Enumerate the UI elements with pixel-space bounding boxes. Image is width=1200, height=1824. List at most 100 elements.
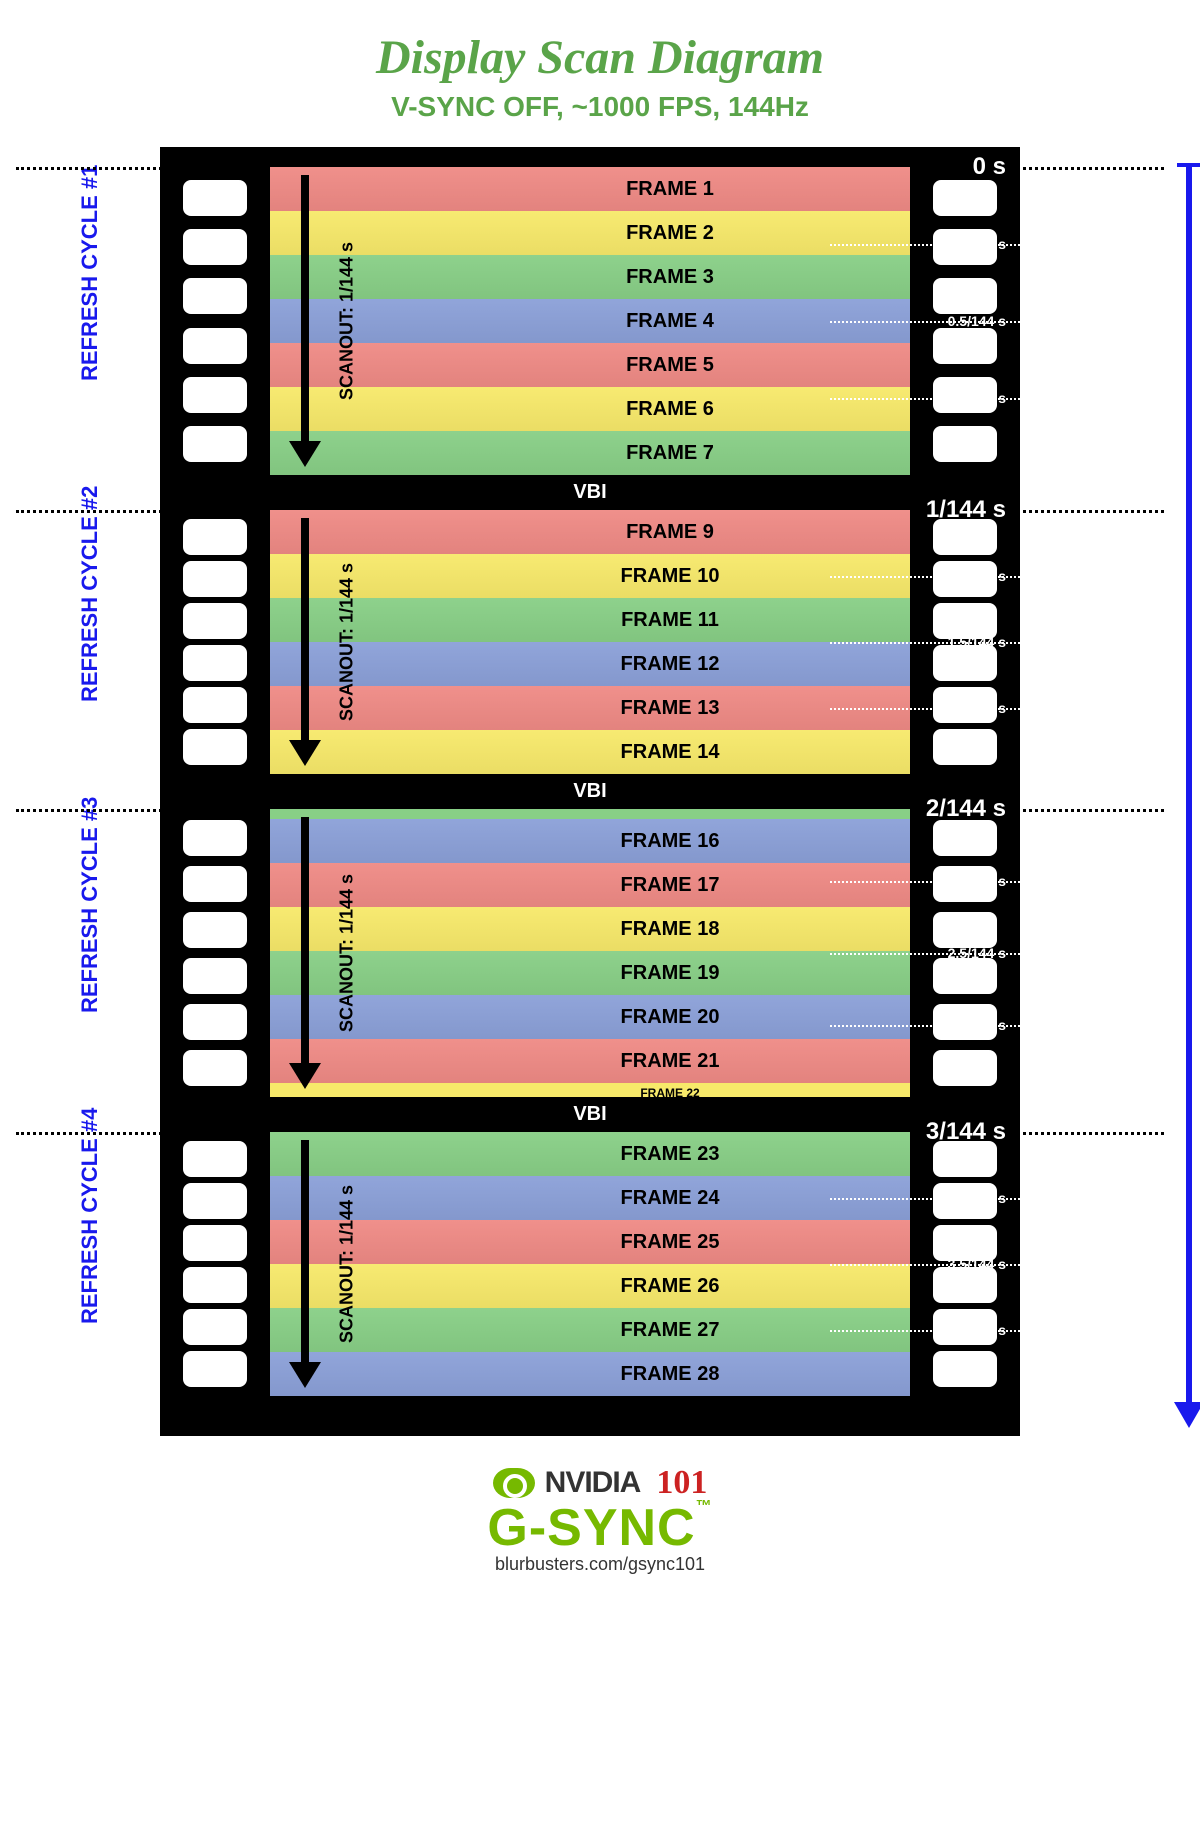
sprocket-hole: [933, 1050, 997, 1086]
sprocket-hole: [933, 328, 997, 364]
frame-slice-partial: FRAME 22: [270, 1083, 910, 1097]
frame-label: FRAME 25: [461, 1231, 720, 1254]
minor-tick-label: 3.25/144 s: [940, 1190, 1006, 1206]
sprocket-column-left: [160, 167, 270, 475]
sprocket-column-left: [160, 809, 270, 1097]
cycle-label: REFRESH CYCLE #3: [77, 893, 103, 1013]
cycle-label: REFRESH CYCLE #1: [77, 261, 103, 381]
frame-label: FRAME 16: [461, 830, 720, 853]
frame-sliver: [270, 809, 910, 819]
frame-slice: FRAME 24: [270, 1176, 910, 1220]
frame-slice: FRAME 28: [270, 1352, 910, 1396]
frame-label: FRAME 11: [461, 609, 719, 632]
frame-slice: FRAME 14: [270, 730, 910, 774]
scanout-label: SCANOUT: 1/144 s: [337, 242, 358, 400]
badge-101: 101: [656, 1464, 707, 1502]
sprocket-hole: [933, 958, 997, 994]
sprocket-hole: [183, 958, 247, 994]
sprocket-column-left: [160, 510, 270, 774]
minor-tick-label: 3.5/144 s: [948, 1256, 1006, 1272]
sprocket-hole: [183, 561, 247, 597]
minor-tick-label: 2.75/144 s: [940, 1017, 1006, 1033]
refresh-cycle: REFRESH CYCLE #10 sFRAME 1FRAME 2FRAME 3…: [160, 167, 1020, 475]
sprocket-hole: [183, 912, 247, 948]
frame-slice: FRAME 10: [270, 554, 910, 598]
scanout-arrow: [290, 175, 320, 467]
minor-tick-label: 0.75/144 s: [940, 390, 1006, 406]
sprocket-hole: [933, 1267, 997, 1303]
frame-label: FRAME 28: [461, 1363, 720, 1386]
frame-slice: FRAME 4: [270, 299, 910, 343]
frame-label: FRAME 23: [461, 1143, 720, 1166]
minor-tick-label: 2.25/144 s: [940, 873, 1006, 889]
frame-slice: FRAME 26: [270, 1264, 910, 1308]
frame-slice: FRAME 16: [270, 819, 910, 863]
refresh-cycle: REFRESH CYCLE #21/144 sFRAME 9FRAME 10FR…: [160, 510, 1020, 774]
frame-label: FRAME 7: [466, 442, 714, 465]
sprocket-hole: [933, 519, 997, 555]
scanout-label: SCANOUT: 1/144 s: [337, 1185, 358, 1343]
sprocket-hole: [183, 519, 247, 555]
vbi-bar: VBI: [160, 1097, 1020, 1132]
frame-slice: FRAME 20: [270, 995, 910, 1039]
filmstrip: REFRESH CYCLE #10 sFRAME 1FRAME 2FRAME 3…: [160, 147, 1020, 1436]
sprocket-hole: [183, 1309, 247, 1345]
scanout-label: SCANOUT: 1/144 s: [337, 874, 358, 1032]
frames-column: FRAME 16 FRAME 17 FRAME 18 FRAME 19 FRAME 20…: [270, 809, 910, 1097]
frame-label: FRAME 5: [466, 354, 714, 377]
time-axis-label: TIME: [1195, 763, 1200, 820]
sprocket-hole: [183, 1225, 247, 1261]
frame-slice: FRAME 18: [270, 907, 910, 951]
sprocket-hole: [933, 180, 997, 216]
frame-label: FRAME 21: [461, 1050, 720, 1073]
minor-tick-label: 1.25/144 s: [940, 568, 1006, 584]
sprocket-hole: [183, 1141, 247, 1177]
sprocket-hole: [183, 1004, 247, 1040]
frame-label: FRAME 10: [461, 565, 720, 588]
frame-label: FRAME 26: [461, 1275, 720, 1298]
frame-slice: FRAME 11: [270, 598, 910, 642]
frame-slice: FRAME 21: [270, 1039, 910, 1083]
frame-label: FRAME 19: [461, 962, 720, 985]
frame-slice: FRAME 5: [270, 343, 910, 387]
frame-label: FRAME 4: [466, 310, 714, 333]
sprocket-hole: [183, 328, 247, 364]
sprocket-hole: [183, 377, 247, 413]
sprocket-hole: [933, 278, 997, 314]
scanout-arrow: [290, 817, 320, 1089]
sprocket-hole: [183, 645, 247, 681]
sprocket-hole: [183, 229, 247, 265]
frame-label: FRAME 2: [466, 222, 714, 245]
vbi-bar: VBI: [160, 475, 1020, 510]
diagram-wrap: REFRESH CYCLE #10 sFRAME 1FRAME 2FRAME 3…: [60, 147, 1120, 1436]
minor-tick-label: 3.75/144 s: [940, 1322, 1006, 1338]
frame-label: FRAME 18: [461, 918, 720, 941]
sprocket-hole: [183, 1267, 247, 1303]
diagram-title: Display Scan Diagram: [20, 30, 1180, 85]
frame-label: FRAME 12: [461, 653, 720, 676]
minor-tick-label: 0.5/144 s: [948, 313, 1006, 329]
sprocket-hole: [183, 820, 247, 856]
sprocket-hole: [183, 426, 247, 462]
frames-column: FRAME 9FRAME 10FRAME 11FRAME 12FRAME 13F…: [270, 510, 910, 774]
frame-slice: FRAME 12: [270, 642, 910, 686]
frame-label: FRAME 17: [461, 874, 720, 897]
nvidia-logo-text: NVIDIA: [545, 1466, 641, 1500]
sprocket-column-left: [160, 1132, 270, 1396]
sprocket-hole: [933, 426, 997, 462]
frame-slice: FRAME 6: [270, 387, 910, 431]
cycle-label: REFRESH CYCLE #2: [77, 582, 103, 702]
refresh-cycle: REFRESH CYCLE #32/144 sFRAME 16FRAME 17F…: [160, 809, 1020, 1097]
frame-label: FRAME 3: [466, 266, 714, 289]
sprocket-hole: [183, 278, 247, 314]
minor-tick-label: 1.75/144 s: [940, 700, 1006, 716]
frame-label: FRAME 20: [461, 1006, 720, 1029]
minor-tick-label: 2.5/144 s: [948, 945, 1006, 961]
sprocket-hole: [183, 687, 247, 723]
sprocket-hole: [933, 1141, 997, 1177]
sprocket-hole: [933, 820, 997, 856]
sprocket-hole: [933, 645, 997, 681]
scanout-label: SCANOUT: 1/144 s: [337, 563, 358, 721]
scanout-arrow: [290, 518, 320, 766]
frame-slice: FRAME 13: [270, 686, 910, 730]
